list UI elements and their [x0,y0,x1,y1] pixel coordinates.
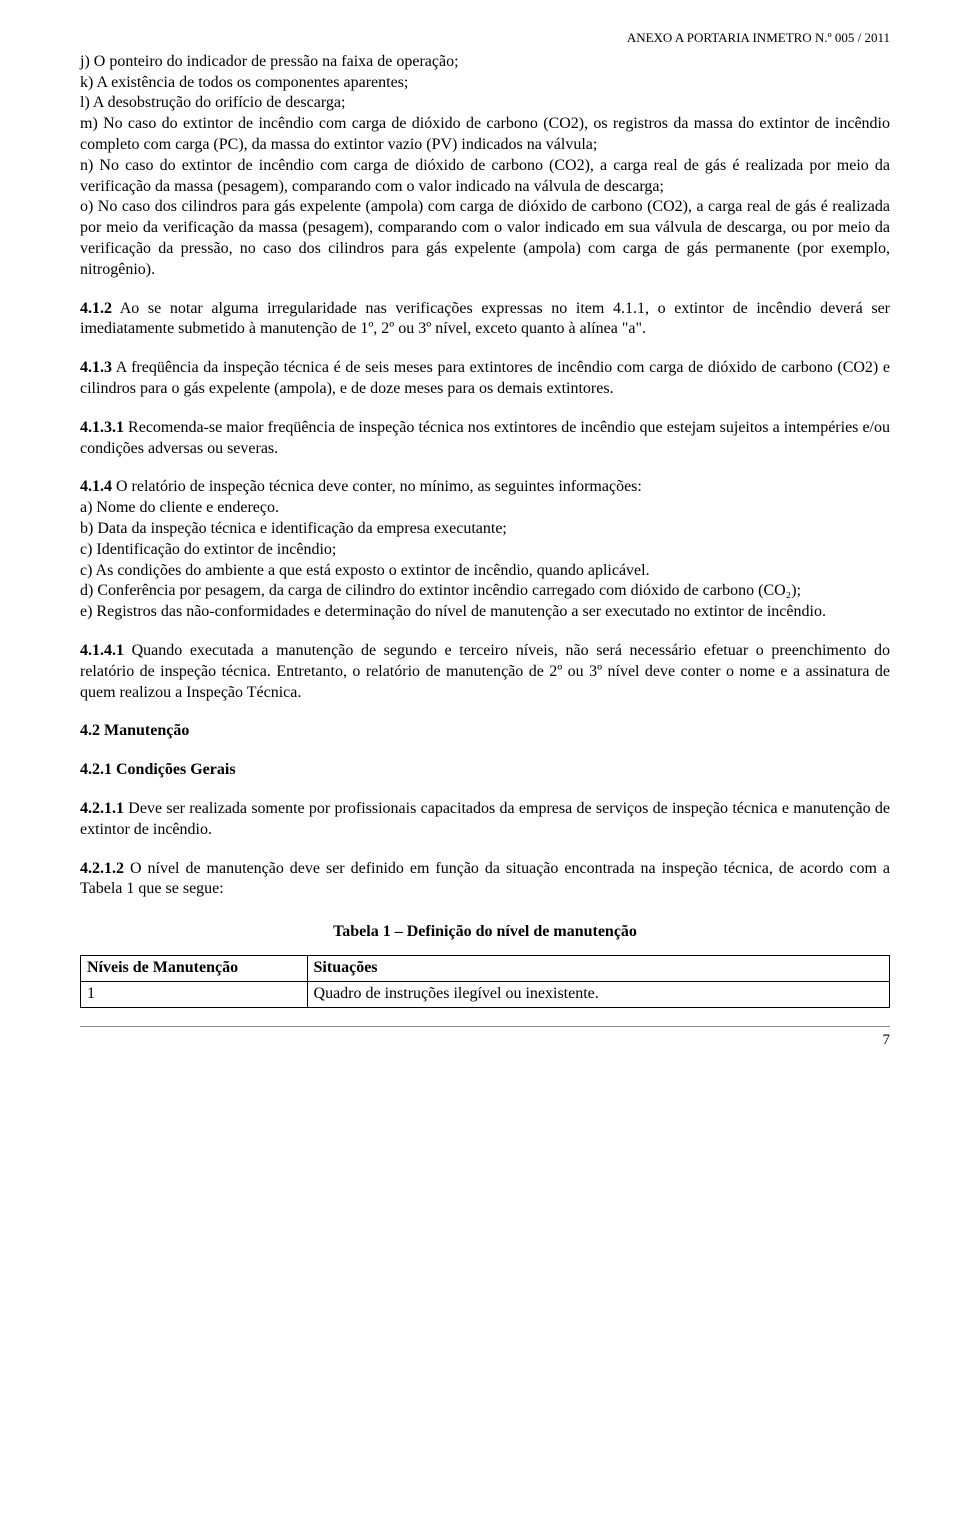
table-1-title: Tabela 1 – Definição do nível de manuten… [80,922,890,943]
item-4-1-4-e: e) Registros das não-conformidades e det… [80,602,890,623]
num-4-1-4-1: 4.1.4.1 [80,642,124,659]
section-4-1-3-1: 4.1.3.1 Recomenda-se maior freqüência de… [80,418,890,460]
num-4-2-1-2: 4.2.1.2 [80,860,124,877]
text-4-1-2: Ao se notar alguma irregularidade nas ve… [80,300,890,338]
table-header-row: Níveis de Manutenção Situações [81,955,890,981]
section-4-1-2: 4.1.2 Ao se notar alguma irregularidade … [80,299,890,341]
item-4-1-4-d: d) Conferência por pesagem, da carga de … [80,581,890,602]
page-number: 7 [80,1031,890,1051]
table-cell-r1c2: Quadro de instruções ilegível ou inexist… [307,981,889,1007]
text-4-1-4-1: Quando executada a manutenção de segundo… [80,642,890,701]
item-j: j) O ponteiro do indicador de pressão na… [80,52,890,73]
section-4-2-1-1: 4.2.1.1 Deve ser realizada somente por p… [80,799,890,841]
table-row: 1 Quadro de instruções ilegível ou inexi… [81,981,890,1007]
text-4-1-4: O relatório de inspeção técnica deve con… [112,478,642,495]
table-cell-r1c1: 1 [81,981,308,1007]
items-m-n-o: m) No caso do extintor de incêndio com c… [80,114,890,280]
footer-divider [80,1026,890,1027]
heading-4-2: 4.2 Manutenção [80,721,890,742]
table-header-col1: Níveis de Manutenção [81,955,308,981]
annex-header: ANEXO A PORTARIA INMETRO N.º 005 / 2011 [80,30,890,47]
num-4-1-2: 4.1.2 [80,300,112,317]
section-4-1-4-1: 4.1.4.1 Quando executada a manutenção de… [80,641,890,703]
item-4-1-4-c1: c) Identificação do extintor de incêndio… [80,540,890,561]
heading-4-2-1: 4.2.1 Condições Gerais [80,760,890,781]
item-l: l) A desobstrução do orifício de descarg… [80,93,890,114]
table-header-col2: Situações [307,955,889,981]
item-4-1-4-a: a) Nome do cliente e endereço. [80,498,890,519]
num-4-1-3-1: 4.1.3.1 [80,419,124,436]
section-4-1-3: 4.1.3 A freqüência da inspeção técnica é… [80,358,890,400]
item-4-1-4-c2: c) As condições do ambiente a que está e… [80,561,890,582]
section-4-2-1-2: 4.2.1.2 O nível de manutenção deve ser d… [80,859,890,901]
num-4-2-1-1: 4.2.1.1 [80,800,124,817]
item-k: k) A existência de todos os componentes … [80,73,890,94]
text-4-2-1-1: Deve ser realizada somente por profissio… [80,800,890,838]
num-4-1-3: 4.1.3 [80,359,112,376]
text-4-2-1-2: O nível de manutenção deve ser definido … [80,860,890,898]
num-4-1-4: 4.1.4 [80,478,112,495]
section-4-1-4: 4.1.4 O relatório de inspeção técnica de… [80,477,890,498]
item-4-1-4-b: b) Data da inspeção técnica e identifica… [80,519,890,540]
text-4-1-3: A freqüência da inspeção técnica é de se… [80,359,890,397]
table-1: Níveis de Manutenção Situações 1 Quadro … [80,955,890,1008]
text-4-1-3-1: Recomenda-se maior freqüência de inspeçã… [80,419,890,457]
